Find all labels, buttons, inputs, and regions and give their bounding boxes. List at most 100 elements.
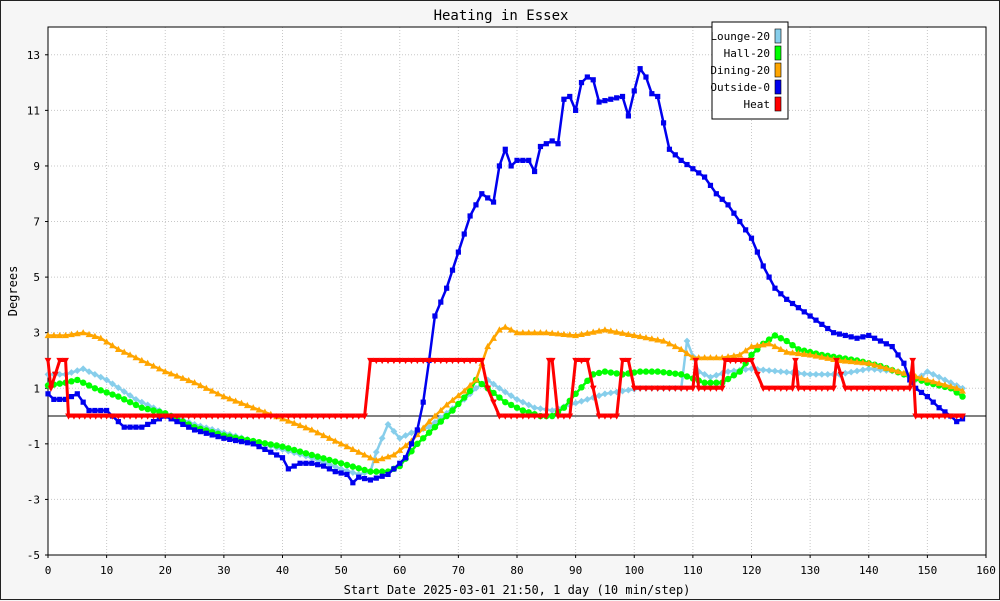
data-point <box>630 331 638 339</box>
x-tick-label: 130 <box>800 564 820 577</box>
data-point <box>584 377 591 385</box>
data-point <box>813 317 819 323</box>
data-point <box>45 391 51 397</box>
data-point <box>883 341 889 347</box>
data-point <box>74 391 80 397</box>
data-point <box>343 443 351 450</box>
data-point <box>771 367 779 375</box>
data-point <box>484 342 492 350</box>
data-point <box>57 396 63 402</box>
data-point <box>906 385 914 392</box>
data-point <box>443 401 451 408</box>
data-point <box>877 385 884 392</box>
data-point <box>472 376 480 383</box>
data-point <box>238 439 245 445</box>
data-point <box>795 346 802 353</box>
x-tick-label: 160 <box>976 564 996 577</box>
data-point <box>648 335 656 342</box>
data-point <box>454 392 462 399</box>
data-point <box>496 413 503 420</box>
data-point <box>68 378 75 385</box>
data-point <box>68 369 75 376</box>
data-point <box>754 249 760 255</box>
data-point <box>508 163 514 169</box>
data-point <box>109 391 116 398</box>
data-point <box>420 435 427 442</box>
data-point <box>73 367 81 375</box>
data-point <box>520 157 526 163</box>
data-point <box>44 331 52 339</box>
data-point <box>144 413 152 420</box>
data-point <box>185 376 193 384</box>
data-point <box>449 357 456 365</box>
data-point <box>619 329 626 336</box>
data-point <box>279 413 286 420</box>
data-point <box>837 371 845 378</box>
legend-swatch <box>774 96 782 112</box>
data-point <box>145 421 151 427</box>
data-point <box>104 407 110 414</box>
data-point <box>901 360 907 366</box>
data-point <box>138 398 146 406</box>
data-point <box>320 431 327 439</box>
data-point <box>583 357 591 365</box>
y-tick-label: -5 <box>27 549 40 562</box>
data-point <box>777 368 785 375</box>
data-point <box>812 370 820 378</box>
data-point <box>455 249 461 255</box>
data-point <box>208 387 216 394</box>
data-point <box>596 99 602 105</box>
data-point <box>261 440 269 447</box>
data-point <box>267 413 275 420</box>
data-point <box>923 368 931 375</box>
data-point <box>180 421 186 427</box>
data-point <box>185 413 193 420</box>
data-point <box>390 427 398 435</box>
data-point <box>595 327 603 334</box>
data-point <box>765 385 773 392</box>
data-point <box>103 338 111 345</box>
data-point <box>496 326 503 333</box>
data-point <box>642 334 650 341</box>
data-point <box>572 399 580 407</box>
data-point <box>501 323 509 330</box>
data-point <box>186 424 192 430</box>
data-point <box>572 357 580 365</box>
data-point <box>929 413 937 420</box>
data-point <box>331 463 339 471</box>
data-point <box>191 379 198 386</box>
data-point <box>460 387 468 394</box>
data-point <box>490 199 497 205</box>
data-point <box>707 385 714 392</box>
data-point <box>712 371 720 379</box>
data-point <box>614 95 620 101</box>
data-point <box>408 441 415 447</box>
data-point <box>595 369 603 377</box>
data-point <box>80 399 86 405</box>
data-point <box>461 394 468 401</box>
data-point <box>941 381 949 388</box>
data-point <box>373 475 379 481</box>
data-point <box>731 210 737 216</box>
data-point <box>912 413 920 420</box>
data-point <box>847 357 855 365</box>
data-point <box>841 369 849 377</box>
data-point <box>713 191 719 197</box>
data-point <box>454 357 462 365</box>
data-point <box>220 413 228 420</box>
data-point <box>496 394 503 401</box>
data-point <box>361 466 368 474</box>
data-point <box>226 413 234 420</box>
data-point <box>507 413 515 420</box>
data-point <box>291 446 298 454</box>
data-point <box>437 418 444 425</box>
data-point <box>713 379 720 386</box>
data-point <box>719 196 725 202</box>
data-point <box>314 413 322 420</box>
data-point <box>337 413 345 420</box>
data-point <box>373 468 380 475</box>
data-point <box>554 413 562 420</box>
data-point <box>712 354 720 361</box>
data-point <box>507 326 515 333</box>
data-point <box>683 337 691 345</box>
